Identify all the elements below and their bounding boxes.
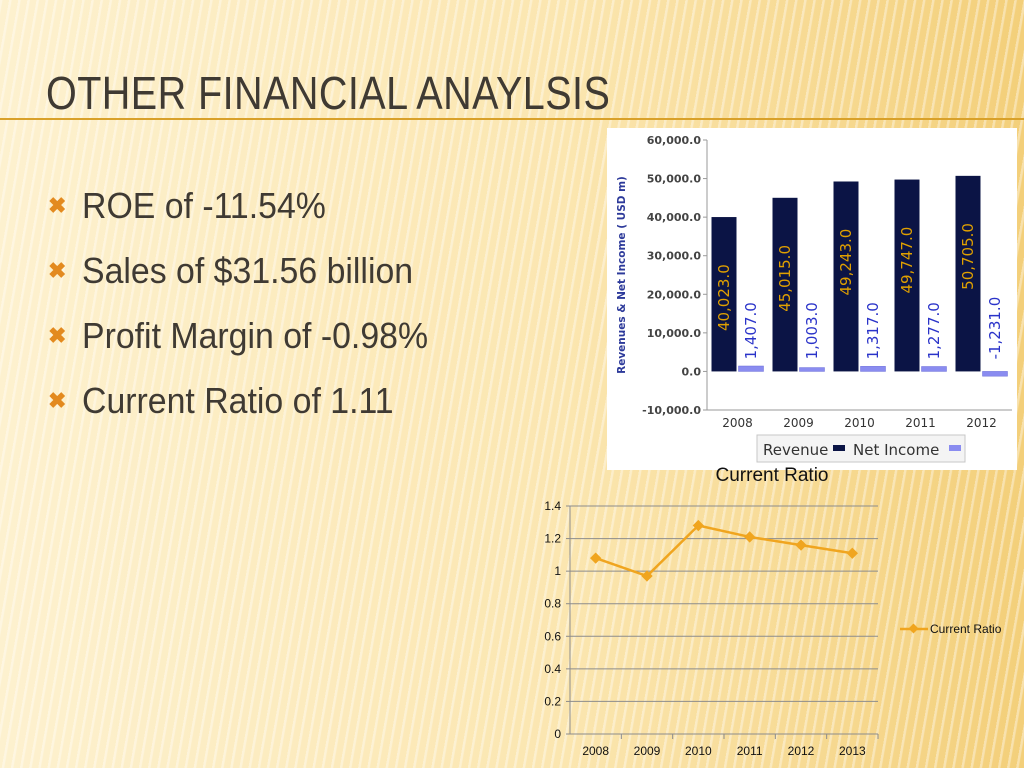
y-tick-label: -10,000.0 (642, 404, 701, 417)
bullet-item: ✖ Sales of $31.56 billion (48, 250, 450, 315)
net-income-data-label: 1,003.0 (803, 302, 821, 359)
y-tick-label: 20,000.0 (647, 288, 702, 301)
slide-title: Other Financial Anaylsis (46, 67, 611, 119)
net-income-bar (738, 365, 764, 372)
revenue-data-label: 50,705.0 (959, 223, 977, 290)
y-tick-label: 0.0 (682, 365, 702, 378)
data-point (846, 547, 858, 559)
title-divider (0, 118, 1024, 120)
data-point (590, 552, 602, 564)
legend-label-revenue: Revenue (763, 441, 828, 459)
net-income-data-label: -1,231.0 (986, 297, 1004, 360)
x-tick-label: 2008 (582, 744, 609, 758)
revenue-data-label: 49,747.0 (898, 227, 916, 294)
x-tick-label: 2009 (634, 744, 661, 758)
chart-background (607, 128, 1017, 470)
bullet-text-roe: ROE of -11.54% (82, 185, 326, 226)
revenue-data-label: 49,243.0 (837, 229, 855, 296)
legend-label-net-income: Net Income (853, 441, 939, 459)
net-income-data-label: 1,317.0 (864, 302, 882, 359)
y-axis-label: Revenues & Net Income ( USD m) (616, 176, 628, 374)
x-tick-label: 2013 (839, 744, 866, 758)
y-tick-label: 10,000.0 (647, 327, 702, 340)
bullet-item: ✖ Profit Margin of -0.98% (48, 315, 450, 380)
x-tick-label: 2011 (905, 416, 936, 430)
y-tick-label: 40,000.0 (647, 211, 702, 224)
net-income-data-label: 1,407.0 (742, 302, 760, 359)
data-point (744, 531, 756, 543)
bullet-text-sales: Sales of $31.56 billion (82, 250, 414, 291)
revenue-bar (833, 181, 859, 372)
revenue-net-income-chart: -10,000.0 0.0 10,000.0 20,000.0 30,000.0 40,0… (607, 128, 1017, 470)
x-mark-icon: ✖ (48, 323, 67, 348)
y-tick-label: 0.4 (544, 662, 561, 676)
bullet-item: ✖ Current Ratio of 1.11 (48, 380, 450, 445)
y-tick-label: 1.2 (544, 532, 561, 546)
x-mark-icon: ✖ (48, 258, 67, 283)
legend-box (756, 434, 966, 463)
y-tick-label: 0.6 (544, 629, 561, 643)
y-tick-label: 0 (554, 727, 561, 741)
bullet-text-current-ratio: Current Ratio of 1.11 (82, 380, 394, 421)
bullet-list: ✖ ROE of -11.54% ✖ Sales of $31.56 billi… (48, 185, 450, 445)
legend-swatch-net-income (949, 445, 961, 451)
net-income-bar (921, 366, 947, 372)
y-tick-label: 30,000.0 (647, 250, 702, 263)
data-point (795, 539, 807, 551)
x-tick-label: 2012 (788, 744, 815, 758)
revenue-bar (955, 175, 981, 372)
revenue-data-label: 45,015.0 (776, 245, 794, 312)
net-income-bar (799, 367, 825, 372)
net-income-data-label: 1,277.0 (925, 302, 943, 359)
x-tick-label: 2010 (685, 744, 712, 758)
net-income-bar (860, 366, 886, 372)
revenue-bar (711, 217, 737, 372)
x-tick-label: 2010 (844, 416, 875, 430)
net-income-bar (982, 371, 1008, 377)
y-tick-label: 1.4 (544, 499, 561, 513)
x-tick-label: 2009 (783, 416, 814, 430)
chart-title: Current Ratio (716, 465, 829, 486)
revenue-bar (894, 179, 920, 372)
revenue-data-label: 40,023.0 (715, 264, 733, 331)
y-tick-label: 0.2 (544, 694, 561, 708)
bullet-text-profit-margin: Profit Margin of -0.98% (82, 315, 429, 356)
legend-swatch-revenue (833, 445, 845, 451)
x-mark-icon: ✖ (48, 388, 67, 413)
y-tick-label: 0.8 (544, 597, 561, 611)
y-tick-label: 1 (554, 564, 561, 578)
x-tick-label: 2008 (722, 416, 753, 430)
current-ratio-chart: Current Ratio 0 0.2 0.4 0.6 0.8 1 1.2 1.4 2008 200… (544, 465, 1002, 758)
legend-label-current-ratio: Current Ratio (930, 622, 1002, 636)
bullet-item: ✖ ROE of -11.54% (48, 185, 450, 250)
series-line-current-ratio (595, 524, 853, 578)
y-tick-label: 50,000.0 (647, 173, 702, 186)
x-tick-label: 2012 (966, 416, 997, 430)
x-mark-icon: ✖ (48, 193, 67, 218)
x-tick-label: 2011 (737, 744, 763, 758)
y-tick-label: 60,000.0 (647, 134, 702, 147)
legend-marker (908, 623, 919, 634)
revenue-bar (772, 197, 798, 372)
